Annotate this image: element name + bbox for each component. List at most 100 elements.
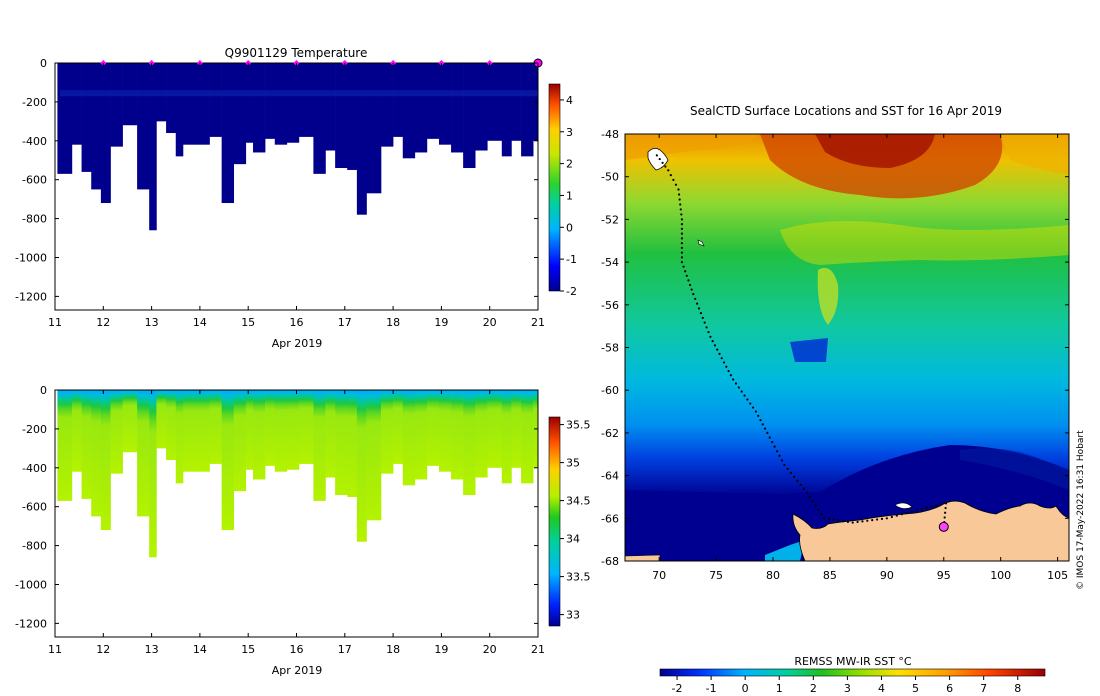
- lat-tick-label: -48: [601, 128, 619, 141]
- track-point: [842, 520, 845, 523]
- profile-column: [501, 390, 512, 484]
- x-tick-label: 15: [241, 643, 255, 656]
- track-point: [722, 361, 726, 364]
- track-point: [875, 518, 879, 521]
- profile-column: [209, 390, 222, 464]
- profile-column: [209, 63, 222, 137]
- profile-column: [463, 390, 476, 496]
- track-point: [680, 246, 684, 249]
- track-point: [711, 339, 714, 343]
- track-point: [814, 504, 817, 507]
- track-point: [743, 394, 746, 397]
- track-point: [915, 509, 918, 512]
- track-point: [690, 288, 693, 291]
- track-point: [905, 511, 908, 515]
- x-tick-label: 14: [193, 316, 207, 329]
- y-tick-label: -1200: [15, 617, 47, 630]
- x-tick-label: 11: [48, 316, 62, 329]
- track-point: [674, 183, 678, 186]
- sst-colorbar-ticks: -2 -1 0 1 2 3 4 5 6 7 8: [672, 676, 1021, 695]
- x-tick-label: 14: [193, 643, 207, 656]
- sst-tick-label: 1: [776, 682, 783, 695]
- track-point: [725, 365, 728, 368]
- profile-column: [91, 63, 102, 190]
- profile-column: [110, 390, 123, 474]
- track-point: [707, 330, 710, 334]
- profile-column: [91, 390, 102, 517]
- sst-tick-label: 5: [912, 682, 919, 695]
- profile-column: [521, 63, 534, 157]
- profile-column: [137, 390, 150, 517]
- track-point: [940, 503, 943, 506]
- track-point: [680, 256, 684, 259]
- x-tick-label: 20: [483, 643, 497, 656]
- salinity-colorbar: [548, 416, 561, 627]
- profile-column: [233, 63, 247, 165]
- x-tick-label: 17: [338, 643, 352, 656]
- sst-colorbar-label: REMSS MW-IR SST °C: [794, 655, 912, 668]
- track-point: [680, 251, 684, 254]
- sst-tick-label: 2: [810, 682, 817, 695]
- profile-column: [356, 390, 367, 542]
- profile-column: [166, 63, 177, 134]
- profile-column: [511, 63, 522, 141]
- track-point: [667, 169, 670, 172]
- profile-column: [521, 390, 534, 484]
- temperature-panel: Q9901129 Temperature 11 12 13 14 15 16 17 18 19 2…: [15, 46, 577, 350]
- sst-tick-label: 3: [844, 682, 851, 695]
- profile-column: [298, 390, 314, 464]
- sst-tick-label: 6: [946, 682, 953, 695]
- colorbar-tick-label: -1: [566, 253, 577, 266]
- y-tick-label: -1000: [15, 578, 47, 591]
- x-tick-label: 11: [48, 643, 62, 656]
- y-tick-label: 0: [40, 384, 47, 397]
- x-tick-label: 21: [531, 643, 545, 656]
- profile-column: [156, 63, 167, 122]
- lat-tick-label: -56: [601, 299, 619, 312]
- x-tick-label: 13: [145, 643, 159, 656]
- credit-text: © IMOS 17-May-2022 16:31 Hobart: [1076, 430, 1086, 590]
- profile-column: [298, 63, 314, 137]
- profile-column: [253, 63, 266, 153]
- track-point: [783, 463, 786, 467]
- y-tick-label: -800: [22, 540, 47, 553]
- lon-tick-label: 95: [937, 569, 951, 582]
- track-point: [749, 402, 752, 405]
- track-point: [679, 203, 682, 206]
- salinity-y-axis: 0 -200 -400 -600 -800 -1000 -1200: [15, 384, 538, 630]
- profile-column: [475, 390, 488, 478]
- profile-column: [347, 63, 358, 170]
- track-point: [699, 312, 702, 315]
- track-point: [751, 406, 755, 409]
- track-point: [684, 270, 687, 273]
- track-point: [871, 519, 874, 522]
- profile-column: [274, 63, 288, 145]
- map-longitude-axis: 70 75 80 85 90 95 100 105: [652, 134, 1068, 582]
- profile-column: [197, 390, 210, 472]
- profile-column: [175, 390, 184, 484]
- profile-column: [197, 63, 210, 145]
- lon-tick-label: 75: [709, 569, 723, 582]
- track-point: [737, 386, 740, 389]
- y-tick-label: 0: [40, 57, 47, 70]
- profile-column: [233, 390, 247, 492]
- colorbar-tick-label: 2: [566, 158, 573, 171]
- track-point: [910, 510, 913, 513]
- sst-colorbar: [659, 668, 1046, 677]
- track-point: [895, 514, 898, 517]
- salinity-xlabel: Apr 2019: [272, 664, 323, 677]
- profile-column: [81, 63, 92, 172]
- profile-column: [245, 63, 254, 143]
- x-tick-label: 20: [483, 316, 497, 329]
- profile-column: [245, 390, 254, 470]
- track-point: [856, 520, 859, 524]
- profile-column: [57, 390, 73, 501]
- track-point: [880, 517, 884, 521]
- track-point: [768, 436, 771, 439]
- track-point: [930, 505, 933, 508]
- track-point: [727, 369, 730, 373]
- profile-column: [347, 390, 358, 497]
- track-point: [775, 450, 779, 453]
- profile-column: [313, 390, 326, 501]
